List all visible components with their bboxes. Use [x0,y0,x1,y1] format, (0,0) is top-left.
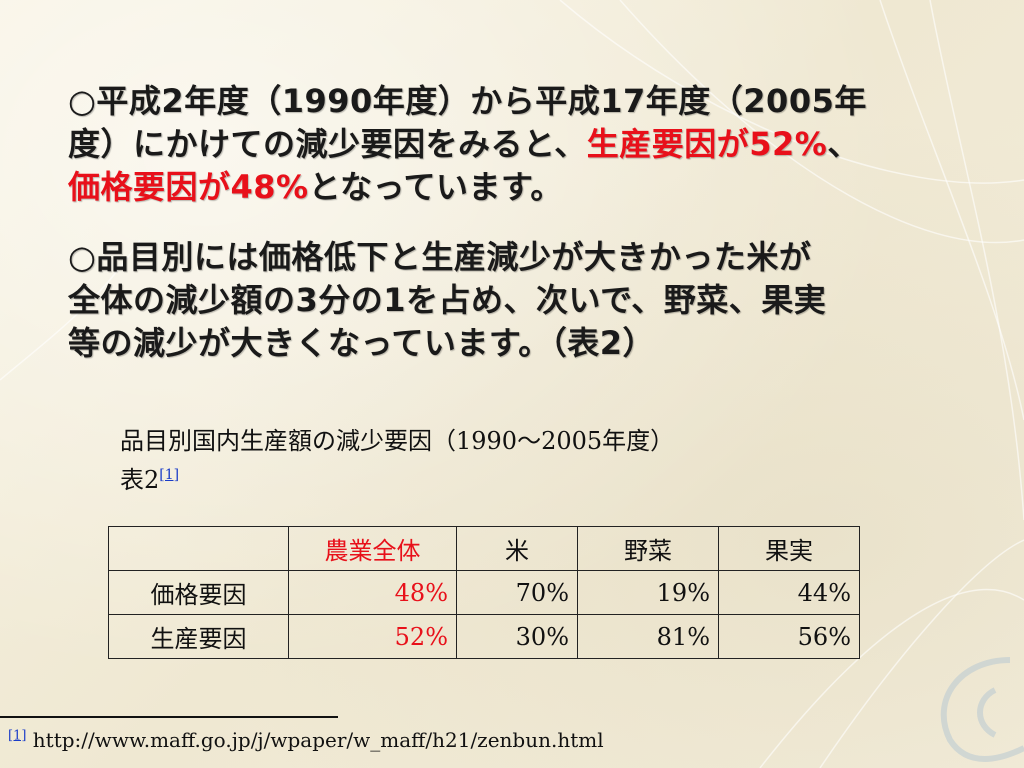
paragraph2-line3: 等の減少が大きくなっています。（表2） [68,324,655,362]
paragraph1-line3-tail: となっています。 [308,168,563,206]
price-rice: 70% [456,570,578,615]
footnote: [1] http://www.maff.go.jp/j/wpaper/w_maf… [8,728,604,752]
paragraph1-line2-text: 度）にかけての減少要因をみると、 [68,125,587,163]
row-label-production-factor: 生産要因 [108,614,289,659]
table-row: 価格要因 48% 70% 19% 44% [108,570,860,615]
paragraph-by-item: ○品目別には価格低下と生産減少が大きかった米が 全体の減少額の3分の1を占め、次… [68,236,948,365]
header-vegetables: 野菜 [577,526,719,571]
price-factor-highlight: 価格要因が48% [68,168,309,206]
paragraph2-line1: ○品目別には価格低下と生産減少が大きかった米が [68,238,812,276]
header-fruit: 果実 [718,526,860,571]
price-fruit: 44% [718,570,860,615]
paragraph2-line2: 全体の減少額の3分の1を占め、次いで、野菜、果実 [68,281,827,319]
production-rice: 30% [456,614,578,659]
header-all-agriculture: 農業全体 [288,526,457,571]
paragraph1-line3: 価格要因が48%となっています。 [68,166,948,209]
paragraph-decline-factors: ○平成2年度（1990年度）から平成17年度（2005年 度）にかけての減少要因… [68,80,948,209]
table-header-row: 農業全体 米 野菜 果実 [108,526,860,571]
decline-factors-table: 農業全体 米 野菜 果実 価格要因 48% 70% 19% 44% 生産要因 5… [108,526,860,659]
table-title: 品目別国内生産額の減少要因（1990～2005年度） [120,427,675,455]
paragraph1-line2: 度）にかけての減少要因をみると、生産要因が52%、 [68,123,948,166]
paragraph1-line2-tail: 、 [827,125,860,163]
production-factor-highlight: 生産要因が52% [586,125,828,163]
table-label: 表2 [120,466,160,494]
table-reference-link[interactable]: [1] [159,467,180,483]
row-label-price-factor: 価格要因 [108,570,289,615]
footnote-divider [0,716,338,718]
price-vegetables: 19% [577,570,719,615]
production-fruit: 56% [718,614,860,659]
production-vegetables: 81% [577,614,719,659]
table-caption: 品目別国内生産額の減少要因（1990～2005年度） 表2[1] [120,424,674,497]
production-all-agriculture: 52% [288,614,457,659]
table-label-line: 表2[1] [120,458,674,497]
paragraph1-line1: ○平成2年度（1990年度）から平成17年度（2005年 [68,82,867,120]
footnote-ref-link[interactable]: [1] [8,728,27,744]
footnote-url: http://www.maff.go.jp/j/wpaper/w_maff/h2… [32,728,604,752]
table-row: 生産要因 52% 30% 81% 56% [108,614,860,659]
header-empty-cell [108,526,289,571]
price-all-agriculture: 48% [288,570,457,615]
header-rice: 米 [456,526,578,571]
